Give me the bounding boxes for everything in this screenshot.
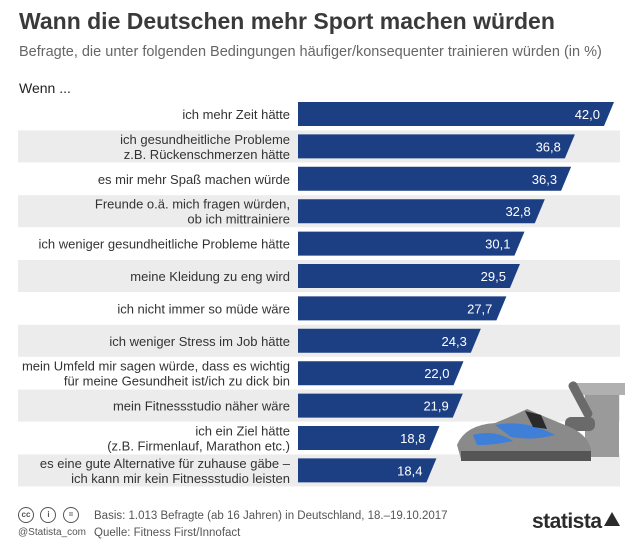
category-label: mein Fitnessstudio näher wäre	[113, 399, 290, 414]
basis-note: Basis: 1.013 Befragte (ab 16 Jahren) in …	[94, 510, 448, 522]
bar	[298, 199, 545, 224]
category-label: ich gesundheitliche Probleme	[120, 132, 290, 147]
data-label: 21,9	[423, 399, 448, 414]
bar	[298, 102, 614, 126]
category-label: mein Umfeld mir sagen würde, dass es wic…	[22, 359, 290, 374]
category-label: z.B. Rückenschmerzen hätte	[124, 147, 290, 162]
sneaker-and-kettlebell-icon	[457, 371, 625, 461]
data-label: 30,1	[485, 237, 510, 252]
creative-commons-icon: cc	[18, 507, 34, 523]
chart-intro-label: Wenn ...	[19, 80, 71, 96]
no-derivatives-icon: =	[62, 507, 79, 523]
twitter-handle[interactable]: @Statista_com	[18, 527, 86, 538]
data-label: 36,8	[536, 139, 561, 154]
bar	[298, 231, 525, 256]
bar	[298, 264, 520, 288]
category-label: (z.B. Firmenlauf, Marathon etc.)	[107, 439, 290, 454]
data-label: 22,0	[424, 366, 449, 381]
data-label: 32,8	[505, 204, 530, 219]
attribution-icon: i	[40, 507, 57, 523]
category-label: es mir mehr Spaß machen würde	[98, 172, 290, 187]
bar	[298, 166, 572, 191]
bar	[298, 296, 507, 321]
bar	[298, 393, 463, 418]
category-label: ich nicht immer so müde wäre	[117, 301, 290, 316]
category-label: ob ich mittrainiere	[187, 212, 290, 227]
category-label: Freunde o.ä. mich fragen würden,	[95, 197, 290, 212]
bar	[298, 458, 437, 483]
category-label: ich ein Ziel hätte	[195, 424, 290, 439]
chart-subtitle: Befragte, die unter folgenden Bedingunge…	[19, 44, 602, 60]
data-label: 18,8	[400, 431, 425, 446]
data-label: 29,5	[481, 269, 506, 284]
bar	[298, 426, 440, 450]
statista-logo-mark-icon	[604, 512, 620, 526]
category-label: für meine Gesundheit ist/ich zu dick bin	[64, 374, 290, 389]
category-label: ich weniger Stress im Job hätte	[109, 334, 290, 349]
category-label: meine Kleidung zu eng wird	[130, 269, 290, 284]
statista-logo[interactable]: statista	[532, 510, 602, 533]
bar	[298, 328, 481, 353]
data-label: 42,0	[575, 107, 600, 122]
category-label: ich mehr Zeit hätte	[182, 107, 290, 122]
category-label: es eine gute Alternative für zuhause gäb…	[40, 456, 291, 471]
bar	[298, 361, 464, 386]
source-note: Quelle: Fitness First/Innofact	[94, 527, 241, 539]
bar	[298, 134, 575, 159]
chart-title: Wann die Deutschen mehr Sport machen wür…	[19, 8, 555, 34]
data-label: 18,4	[397, 463, 422, 478]
category-label: ich weniger gesundheitliche Probleme hät…	[39, 237, 291, 252]
data-label: 24,3	[442, 334, 467, 349]
license-icons: cc i =	[18, 507, 81, 525]
data-label: 36,3	[532, 172, 557, 187]
data-label: 27,7	[467, 301, 492, 316]
category-label: ich kann mir kein Fitnessstudio leisten	[71, 471, 290, 486]
